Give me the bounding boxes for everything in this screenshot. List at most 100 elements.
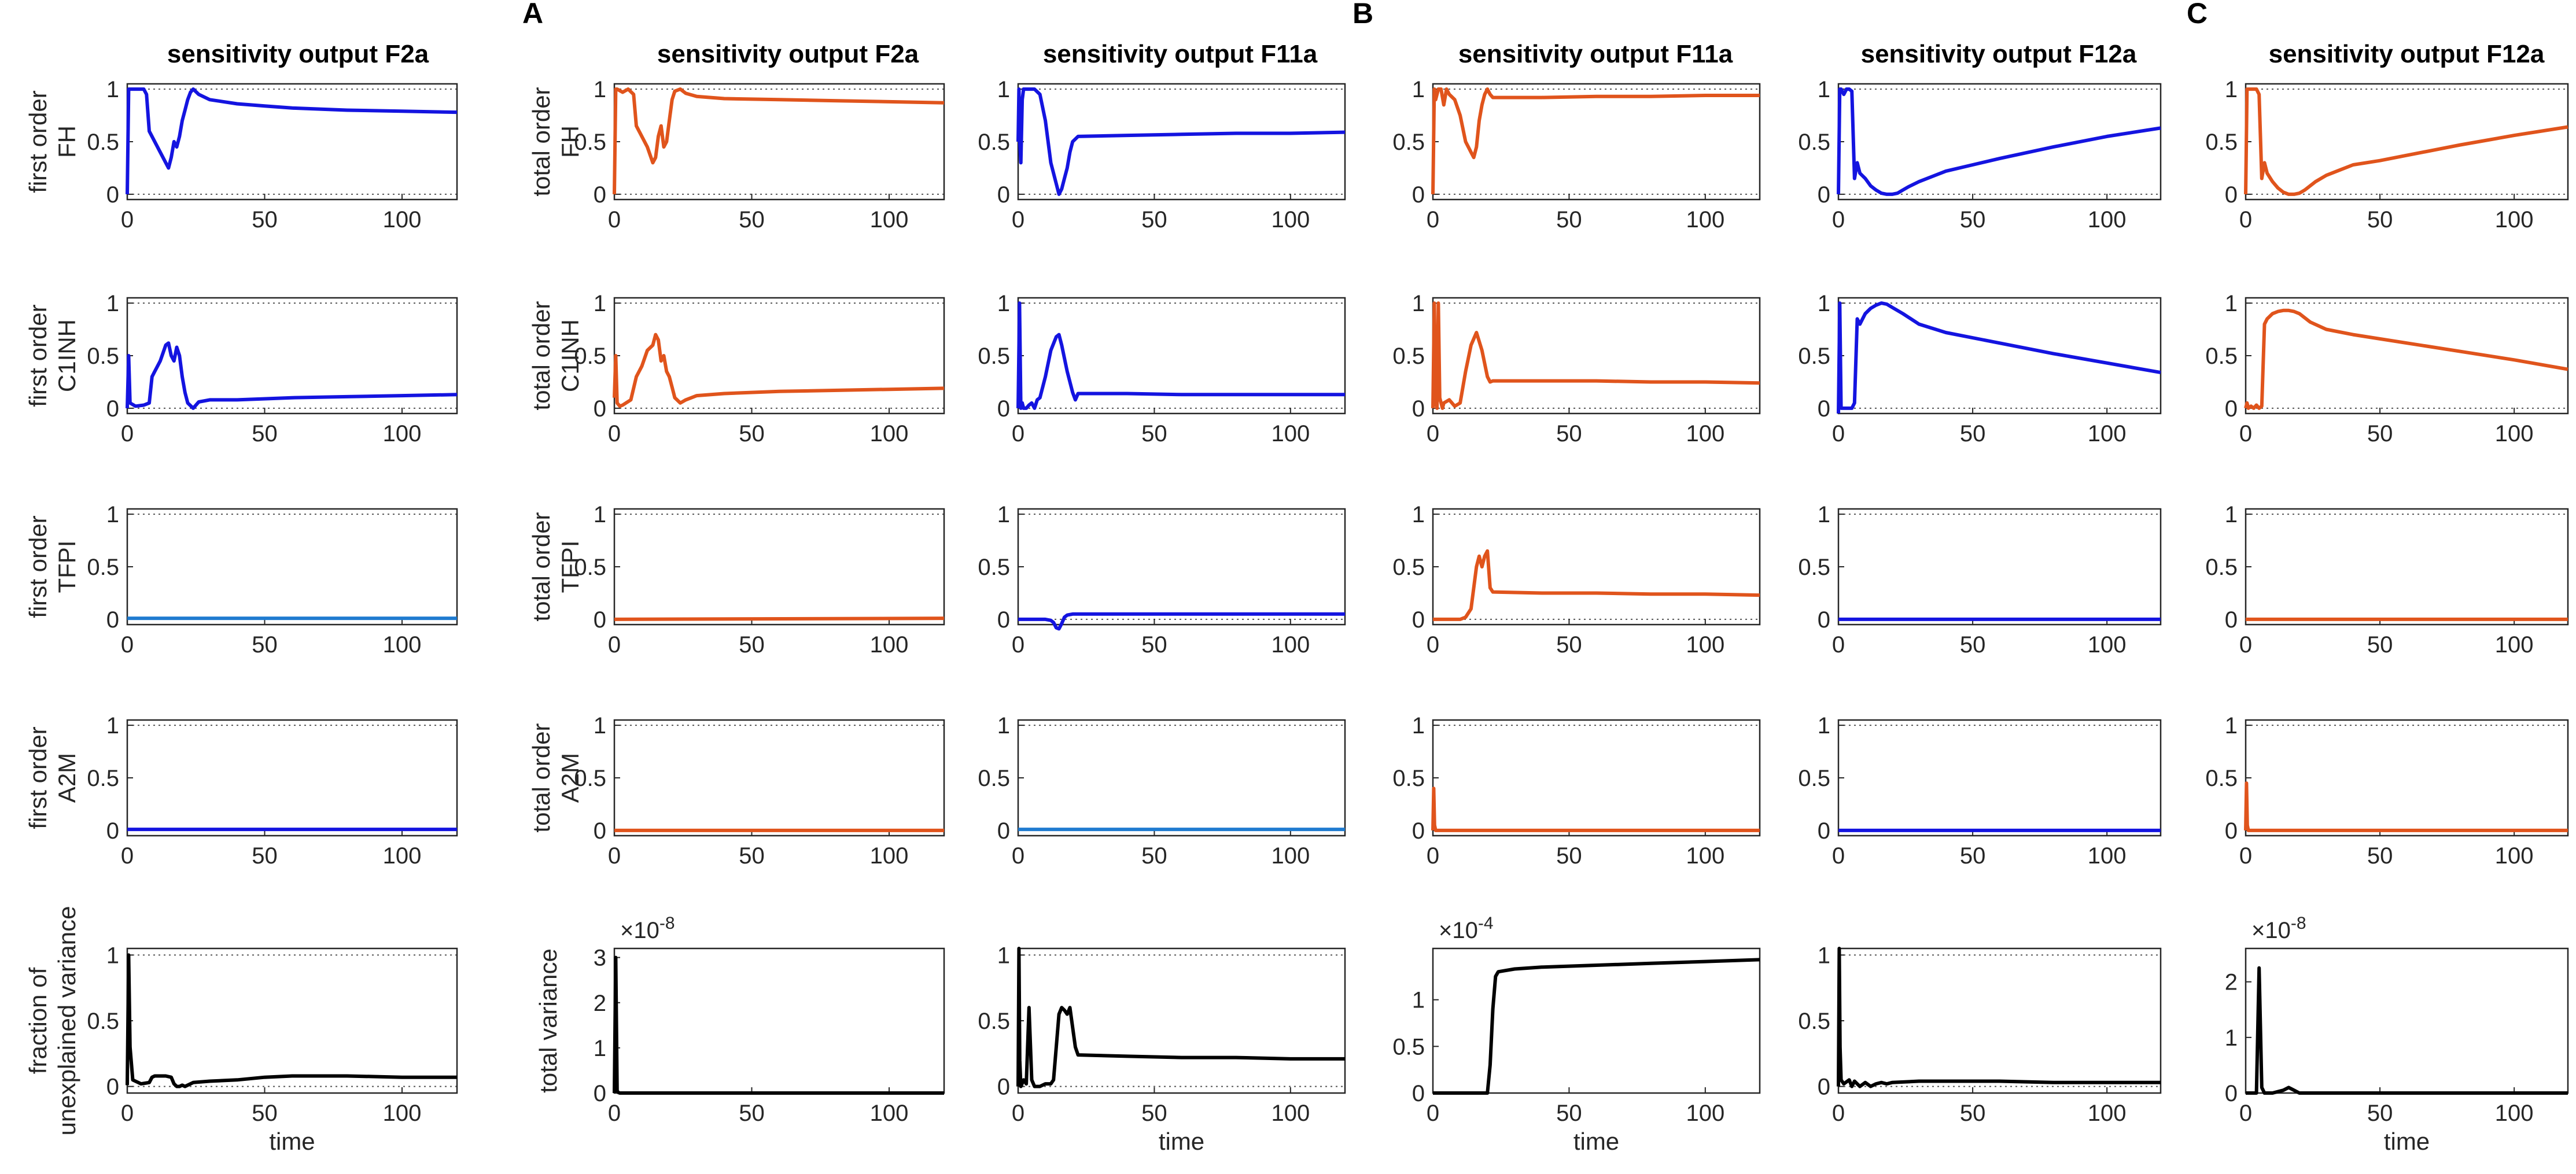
axis-exponent: ×10-8: [620, 914, 675, 943]
y-tick-label: 0.5: [1392, 130, 1425, 155]
series-line-c1inh: [126, 341, 458, 410]
x-tick-label: 0: [1427, 207, 1439, 232]
axes-box: [126, 508, 458, 626]
x-tick-label: 100: [1686, 632, 1724, 658]
y-tick-label: 0.5: [87, 1009, 119, 1034]
y-tick-label: 0.5: [1798, 1009, 1830, 1034]
y-tick-label: 0.5: [1392, 766, 1425, 791]
y-tick-label: 0: [106, 396, 119, 422]
subplot-c5-r3: 0 0.5 1 0 50 100: [2205, 713, 2569, 869]
y-tick-label: 1: [1818, 713, 1830, 739]
x-tick-label: 100: [1271, 632, 1310, 658]
x-tick-label: 0: [121, 1101, 134, 1126]
y-tick-label: 0.5: [2205, 555, 2238, 580]
x-tick-label: 50: [739, 632, 765, 658]
x-tick-label: 100: [870, 207, 909, 232]
x-tick-label: 50: [252, 843, 278, 869]
x-tick-label: 0: [608, 421, 621, 446]
y-axis-label-line: FH: [53, 125, 80, 158]
series-line-total-variance: [2246, 966, 2568, 1095]
y-tick-label: 0: [1412, 818, 1425, 844]
subplot-c5-r4: 0 1 2 0 50 100 time ×10-8: [2225, 914, 2569, 1155]
y-tick-label: 0: [106, 182, 119, 208]
x-tick-label: 100: [2088, 632, 2127, 658]
y-tick-label: 0.5: [2205, 766, 2238, 791]
x-tick-label: 50: [1960, 1101, 1986, 1126]
axis-exponent-power: -4: [1478, 914, 1494, 933]
subplot-c4-r1: 0 0.5 1 0 50 100: [1798, 291, 2162, 446]
x-tick-label: 100: [2088, 421, 2127, 446]
panel-letter-a: A: [522, 0, 543, 29]
x-tick-label: 50: [1141, 632, 1167, 658]
y-axis-label-line: first order: [24, 304, 51, 407]
axes-box: [126, 719, 458, 837]
subplot-c3-r3: 0 0.5 1 0 50 100: [1392, 713, 1761, 869]
y-tick-label: 1: [2225, 502, 2238, 527]
y-tick-label: 1: [594, 77, 606, 102]
panel-letter-c: C: [2187, 0, 2208, 29]
x-tick-label: 0: [2239, 207, 2252, 232]
y-tick-label: 1: [1412, 77, 1425, 102]
axes-box: [1432, 947, 1761, 1094]
y-tick-label: 0.5: [574, 766, 606, 791]
axes-box: [1017, 947, 1346, 1094]
y-tick-label: 1: [997, 943, 1010, 968]
y-tick-label: 0.5: [574, 130, 606, 155]
x-tick-label: 50: [1141, 843, 1167, 869]
x-tick-label: 50: [2367, 207, 2393, 232]
x-tick-label: 100: [383, 421, 422, 446]
series-line-tfpi: [614, 616, 945, 621]
x-tick-label: 0: [1012, 843, 1024, 869]
y-axis-label-line: total variance: [535, 948, 562, 1093]
y-tick-label: 1: [106, 291, 119, 316]
axis-exponent: ×10-8: [2251, 914, 2306, 943]
y-axis-label-line: A2M: [53, 753, 80, 803]
x-tick-label: 50: [1960, 843, 1986, 869]
series-line-fh: [1431, 87, 1760, 194]
chart-title: sensitivity output F2a: [657, 40, 919, 68]
series-line-fh: [2244, 87, 2568, 196]
subplot-c0-r3: 0 0.5 1 0 50 100 first orderA2M: [24, 713, 458, 869]
axes-box: [1837, 719, 2162, 837]
axes-box: [1017, 83, 1346, 201]
y-tick-label: 1: [106, 943, 119, 968]
subplot-c5-r0: sensitivity output F12a 0 0.5 1 0 50 100: [2205, 40, 2569, 232]
series-line-unexplained: [126, 953, 457, 1088]
series-line-c1inh: [1431, 301, 1760, 410]
y-axis-label-line: unexplained variance: [53, 906, 80, 1136]
x-tick-label: 50: [1556, 632, 1582, 658]
x-tick-label: 50: [1960, 632, 1986, 658]
y-tick-label: 0.5: [87, 766, 119, 791]
subplot-c4-r0: sensitivity output F12a 0 0.5 1 0 50 100: [1798, 40, 2162, 232]
y-tick-label: 1: [1412, 291, 1425, 316]
y-axis-label: total orderC1INH: [528, 301, 584, 410]
y-tick-label: 0: [1818, 396, 1830, 422]
y-tick-label: 1: [594, 713, 606, 739]
y-tick-label: 0: [2225, 1081, 2238, 1106]
x-tick-label: 0: [1427, 421, 1439, 446]
y-axis-label: total orderA2M: [528, 723, 584, 832]
y-tick-label: 0.5: [574, 555, 606, 580]
y-tick-label: 1: [106, 502, 119, 527]
x-tick-label: 50: [1556, 843, 1582, 869]
x-tick-label: 100: [1271, 843, 1310, 869]
y-tick-label: 1: [1818, 77, 1830, 102]
x-tick-label: 0: [608, 632, 621, 658]
y-axis-label: first orderTFPI: [24, 515, 80, 618]
axes-box: [1017, 719, 1346, 837]
x-tick-label: 50: [739, 1101, 765, 1126]
axes-box: [1432, 719, 1761, 837]
x-tick-label: 0: [2239, 421, 2252, 446]
axes-box: [1837, 947, 2162, 1094]
y-tick-label: 0: [1412, 1081, 1425, 1106]
x-axis-label: time: [269, 1128, 315, 1155]
y-tick-label: 0: [997, 607, 1010, 633]
x-tick-label: 100: [870, 1101, 909, 1126]
x-tick-label: 0: [121, 207, 134, 232]
y-axis-label-line: A2M: [557, 753, 584, 803]
x-tick-label: 0: [1427, 1101, 1439, 1126]
y-tick-label: 0: [997, 1075, 1010, 1100]
y-tick-label: 0: [1818, 818, 1830, 844]
y-tick-label: 0: [1818, 1075, 1830, 1100]
subplot-c1-r2: 0 0.5 1 0 50 100 total orderTFPI: [528, 502, 945, 658]
